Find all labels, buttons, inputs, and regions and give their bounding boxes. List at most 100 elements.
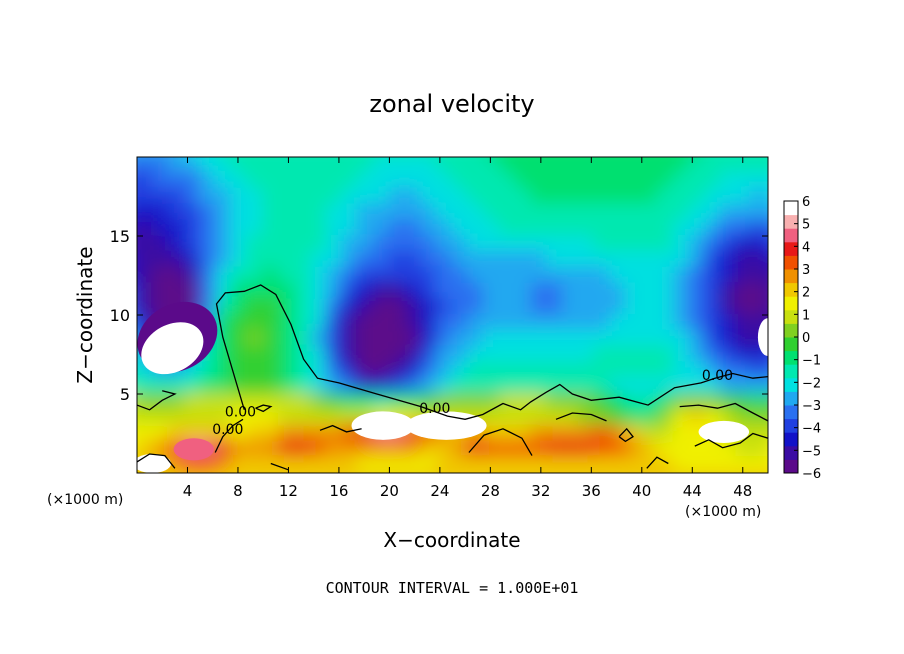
colorbar-segment bbox=[784, 323, 798, 338]
field-cell bbox=[703, 361, 722, 380]
field-cell bbox=[514, 187, 533, 206]
colorbar-tick-label: 6 bbox=[802, 195, 810, 210]
field-cell bbox=[703, 266, 722, 285]
field-cell bbox=[640, 266, 659, 285]
field-cell bbox=[230, 314, 249, 332]
field-cell bbox=[167, 157, 186, 174]
field-cell bbox=[688, 393, 706, 411]
field-cell bbox=[246, 456, 265, 473]
field-cell bbox=[435, 171, 454, 190]
colorbar-segment bbox=[784, 405, 798, 420]
field-cell bbox=[672, 282, 691, 301]
field-cell bbox=[656, 266, 675, 285]
field-cell bbox=[388, 456, 407, 473]
field-cell bbox=[467, 157, 486, 174]
field-cell bbox=[151, 266, 170, 285]
field-cell bbox=[514, 440, 533, 459]
field-cell bbox=[640, 377, 659, 395]
field-cell bbox=[214, 361, 233, 380]
field-cell bbox=[137, 361, 138, 380]
field-cell bbox=[246, 345, 265, 364]
colorbar-segment bbox=[784, 269, 798, 284]
field-cell bbox=[262, 440, 280, 459]
field-cell bbox=[246, 187, 265, 206]
field-cell bbox=[546, 203, 564, 222]
field-cell bbox=[751, 424, 768, 443]
field-cell bbox=[672, 203, 691, 222]
field-cell bbox=[404, 171, 422, 190]
field-cell bbox=[388, 203, 407, 222]
colorbar-segment bbox=[784, 432, 798, 447]
field-cell bbox=[546, 345, 564, 364]
field-cell bbox=[672, 157, 691, 158]
field-cell bbox=[767, 361, 768, 380]
field-cell bbox=[404, 329, 422, 348]
field-cell bbox=[751, 456, 768, 473]
y-axis-ticks: 5 10 15 bbox=[110, 227, 768, 404]
field-cell bbox=[577, 456, 596, 473]
field-cell bbox=[341, 361, 359, 380]
field-cell bbox=[419, 440, 438, 459]
field-cell bbox=[483, 157, 501, 158]
field-cell bbox=[262, 456, 280, 473]
field-cell bbox=[719, 171, 738, 190]
field-cell bbox=[183, 250, 202, 269]
field-cell bbox=[325, 456, 344, 473]
field-cell bbox=[419, 361, 438, 380]
field-cell bbox=[419, 219, 438, 237]
field-cell bbox=[262, 345, 280, 364]
field-cell bbox=[688, 282, 706, 301]
field-cell bbox=[546, 408, 564, 427]
field-cell bbox=[325, 424, 344, 443]
field-cell bbox=[656, 157, 675, 158]
field-cell bbox=[214, 393, 233, 411]
field-cell bbox=[514, 266, 533, 285]
field-cell bbox=[372, 456, 391, 473]
field-cell bbox=[561, 203, 580, 222]
field-cell bbox=[593, 424, 612, 443]
field-cell bbox=[546, 250, 564, 269]
field-cell bbox=[199, 187, 217, 206]
field-cell bbox=[246, 314, 265, 332]
field-cell bbox=[546, 157, 564, 174]
field-cell bbox=[546, 157, 564, 158]
field-cell bbox=[593, 250, 612, 269]
field-cell bbox=[703, 329, 722, 348]
field-cell bbox=[372, 393, 391, 411]
field-cell bbox=[262, 377, 280, 395]
field-cell bbox=[656, 472, 675, 473]
field-cell bbox=[514, 171, 533, 190]
field-cell bbox=[137, 424, 138, 443]
field-cell bbox=[277, 408, 296, 427]
field-cell bbox=[672, 235, 691, 253]
field-cell bbox=[151, 424, 170, 443]
field-cell bbox=[703, 440, 722, 459]
contour-line bbox=[646, 456, 669, 469]
field-cell bbox=[640, 298, 659, 316]
field-cell bbox=[530, 377, 549, 395]
field-cell bbox=[719, 266, 738, 285]
field-extreme bbox=[141, 322, 204, 375]
field-cell bbox=[214, 440, 233, 459]
field-cell bbox=[309, 408, 328, 427]
field-cell bbox=[325, 203, 344, 222]
field-cell bbox=[404, 440, 422, 459]
field-cell bbox=[609, 456, 628, 473]
field-cell bbox=[435, 329, 454, 348]
colorbar-tick-label: −3 bbox=[802, 399, 821, 414]
field-cell bbox=[483, 329, 501, 348]
field-cell bbox=[593, 282, 612, 301]
field-cell bbox=[593, 157, 612, 158]
field-cell bbox=[151, 235, 170, 253]
field-cell bbox=[309, 456, 328, 473]
field-cell bbox=[625, 219, 643, 237]
field-cell bbox=[735, 157, 754, 174]
field-cell bbox=[640, 235, 659, 253]
field-cell bbox=[719, 282, 738, 301]
field-cell bbox=[246, 219, 265, 237]
field-cell bbox=[293, 408, 312, 427]
field-cell bbox=[593, 219, 612, 237]
field-cell bbox=[656, 187, 675, 206]
field-cell bbox=[183, 171, 202, 190]
field-cell bbox=[577, 203, 596, 222]
